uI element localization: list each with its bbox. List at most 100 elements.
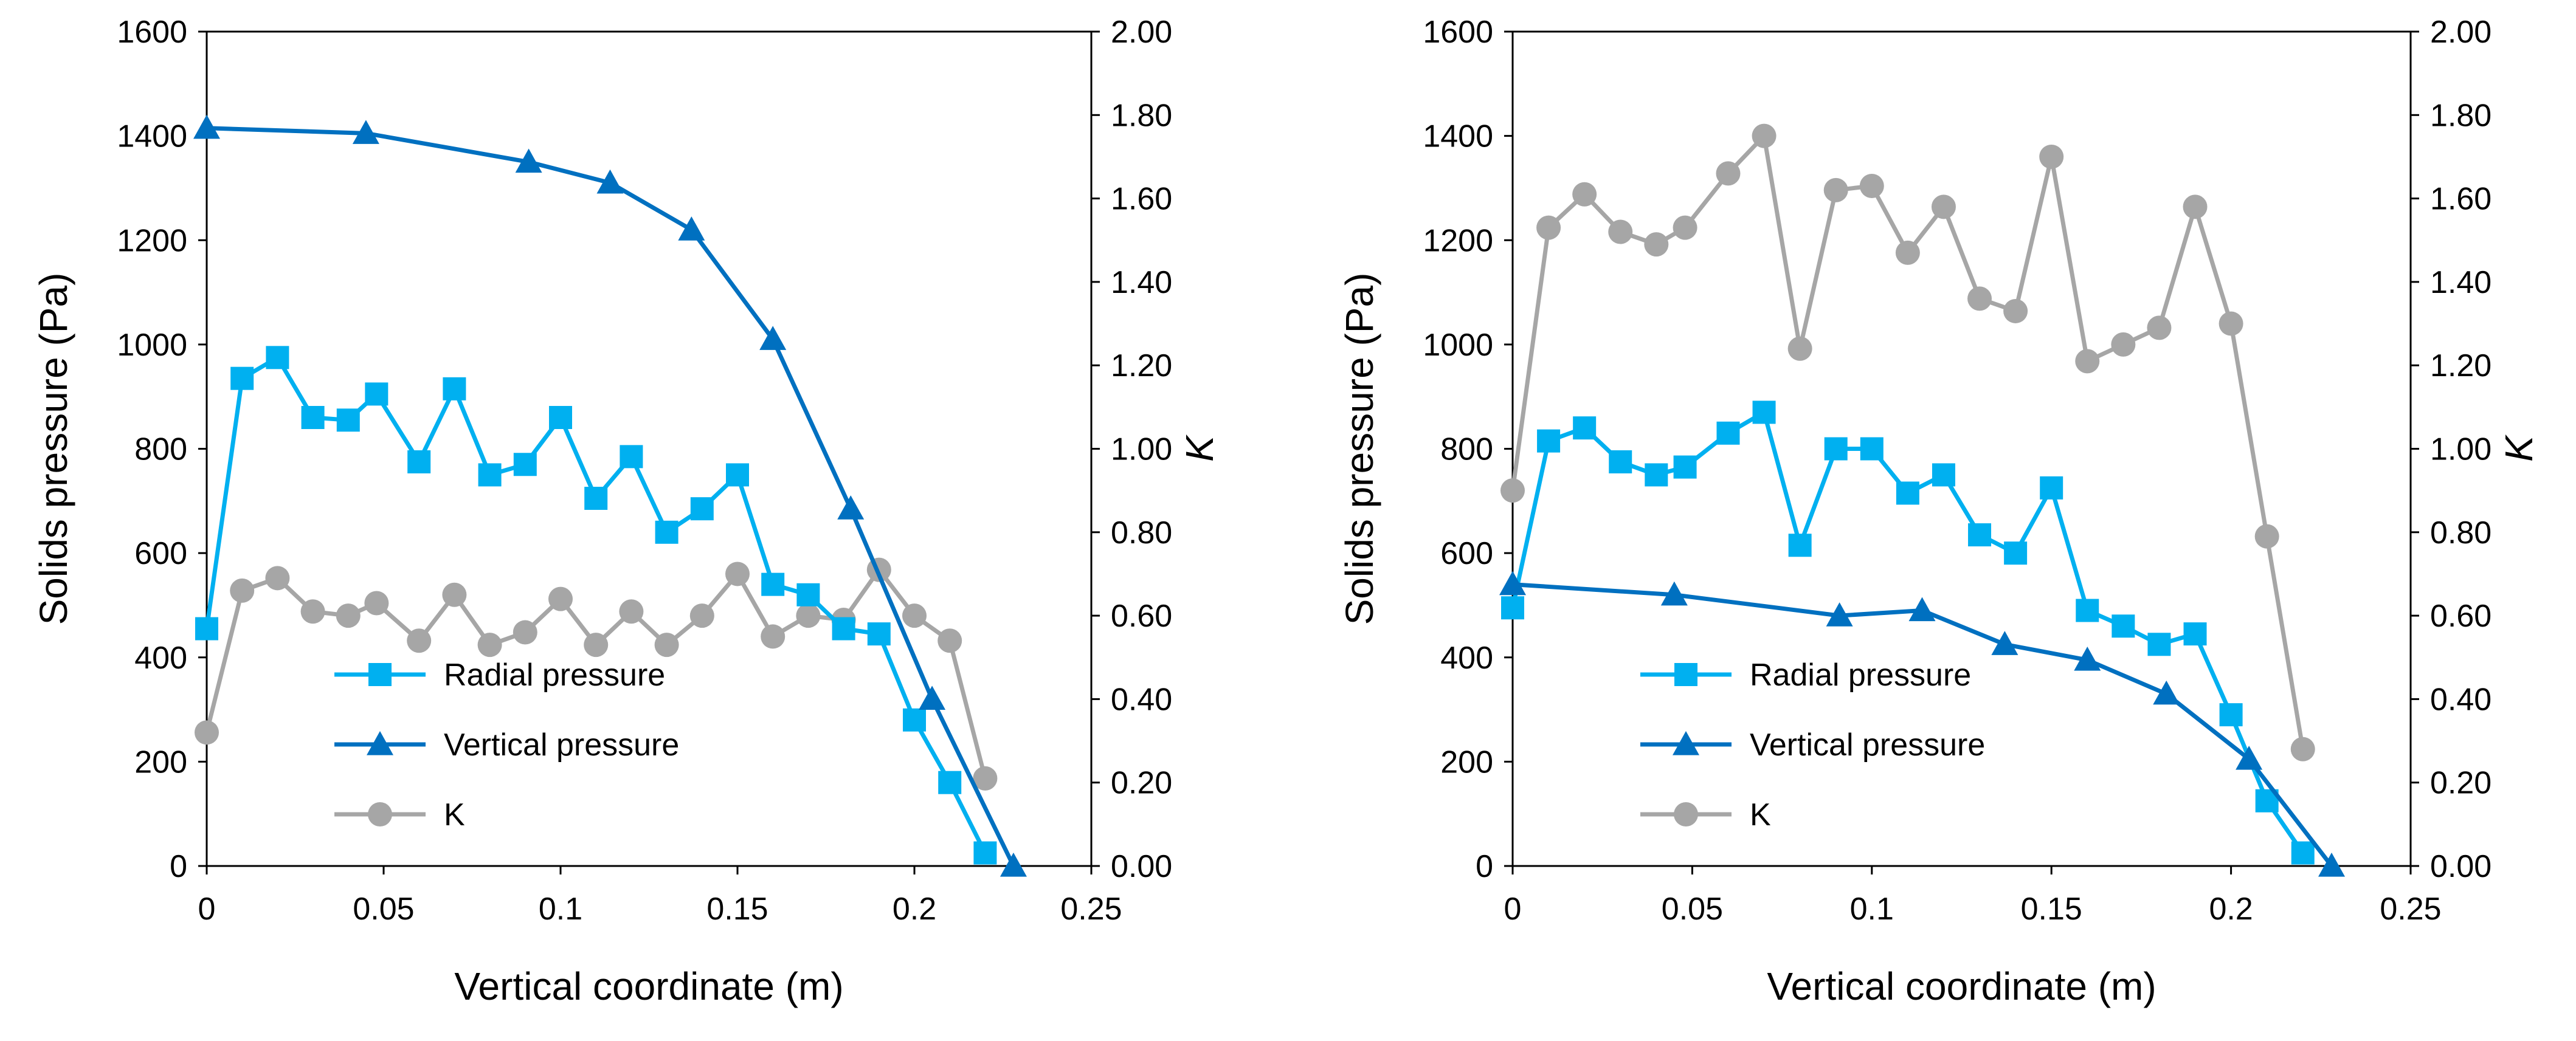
right-chart-radial-pressure-point: [1501, 596, 1524, 620]
right-chart-k-point: [1859, 174, 1884, 199]
left-chart-y2-tick-label: 1.40: [1111, 265, 1172, 300]
right-chart-y2-tick-label: 0.80: [2430, 515, 2491, 551]
left-chart-y-tick-label: 0: [170, 849, 187, 884]
left-chart-x-tick-label: 0.2: [893, 892, 936, 927]
right-chart-y-tick-label: 200: [1440, 744, 1493, 780]
left-chart-k-point: [477, 633, 502, 658]
right-chart-radial-pressure-point: [1896, 481, 1919, 505]
right-chart-radial-pressure-point: [1860, 437, 1884, 461]
left-chart-radial-pressure-point: [301, 406, 325, 430]
left-chart-radial-pressure-point: [584, 487, 608, 510]
right-chart-radial-pressure-point: [1716, 421, 1740, 445]
right-chart-legend-vertical-pressure-label: Vertical pressure: [1750, 727, 1985, 763]
right-chart-radial-pressure-point: [2040, 476, 2063, 500]
left-chart-vertical-pressure-point: [759, 326, 787, 350]
left-chart-radial-pressure-point: [365, 382, 388, 406]
right-chart-legend-k-label: K: [1750, 797, 1771, 833]
left-chart-radial-pressure-point: [761, 572, 785, 596]
left-chart-x-tick-label: 0.15: [706, 892, 768, 927]
right-chart-y2-tick-label: 1.40: [2430, 265, 2491, 300]
left-chart-y2-tick-label: 1.00: [1111, 432, 1172, 467]
left-chart-legend-vertical-pressure-marker: [367, 731, 393, 755]
right-chart-radial-pressure-point: [2147, 633, 2171, 656]
right-chart-k-point: [2183, 194, 2208, 219]
left-chart-radial-pressure-point: [443, 377, 466, 400]
left-chart-k-point: [442, 582, 467, 607]
right-chart-k-point: [1823, 177, 1848, 202]
right-chart-y-axis-title: Solids pressure (Pa): [1338, 273, 1381, 625]
right-chart-legend-vertical-pressure-marker: [1673, 731, 1699, 755]
left-chart-radial-pressure-point: [195, 617, 218, 641]
right-chart-radial-pressure-point: [2112, 614, 2135, 638]
left-chart-k-point: [973, 766, 998, 791]
right-chart-x-tick-label: 0.25: [2380, 892, 2441, 927]
left-chart-y2-tick-label: 2.00: [1111, 15, 1172, 50]
left-chart-vertical-pressure-point: [193, 114, 220, 139]
left-chart-k-point: [584, 633, 609, 658]
right-chart-k-point: [2219, 311, 2243, 336]
left-chart-radial-pressure-point: [655, 520, 679, 544]
left-chart-vertical-pressure-point: [919, 685, 946, 710]
left-chart-radial-pressure-point: [513, 453, 537, 476]
right-chart-radial-pressure-point: [1673, 455, 1697, 479]
left-chart-k-point: [725, 562, 750, 586]
left-chart-k-point: [548, 586, 573, 611]
right-chart-vertical-pressure-point: [2074, 647, 2101, 671]
right-chart-vertical-pressure-point: [1991, 631, 2018, 655]
left-chart-k-point: [619, 599, 644, 624]
right-chart-radial-pressure-point: [1537, 429, 1561, 453]
left-chart-legend-vertical-pressure-label: Vertical pressure: [444, 727, 679, 763]
left-chart-radial-pressure-point: [726, 463, 749, 487]
left-chart-radial-pressure-point: [832, 617, 855, 641]
left-chart-y-tick-label: 400: [134, 641, 187, 676]
right-chart-y2-tick-label: 1.60: [2430, 182, 2491, 217]
left-chart-legend-k-label: K: [444, 797, 465, 833]
left-chart-k-point: [902, 603, 927, 628]
left-chart-legend-radial-pressure-marker: [368, 663, 392, 686]
right-chart-vertical-pressure-point: [1908, 597, 1936, 622]
right-chart-k-point: [1787, 336, 1812, 361]
right-chart-x-axis-title: Vertical coordinate (m): [1767, 964, 2156, 1008]
right-chart-radial-pressure-point: [2291, 841, 2315, 865]
right-chart-k-point: [1673, 215, 1697, 240]
left-chart-vertical-pressure-point: [837, 495, 865, 520]
left-chart-radial-pressure-point: [938, 771, 962, 794]
right-chart-y2-tick-label: 1.00: [2430, 432, 2491, 467]
left-chart-k-point: [300, 599, 325, 624]
left-chart-radial-pressure-line: [204, 355, 987, 854]
right-chart-y2-tick-label: 1.20: [2430, 348, 2491, 383]
right-chart-k-point: [2147, 315, 2172, 340]
right-chart-k-point: [1572, 182, 1597, 207]
left-chart-k-point: [230, 578, 255, 603]
right-chart-y-tick-label: 400: [1440, 641, 1493, 676]
left-chart-y-axis-title: Solids pressure (Pa): [32, 273, 75, 625]
left-chart-k-point: [796, 603, 821, 628]
left-chart-k-point: [689, 603, 714, 628]
right-chart-vertical-pressure-point: [1499, 571, 1526, 596]
right-chart-legend-radial-pressure-label: Radial pressure: [1750, 658, 1971, 693]
left-chart-radial-pressure-point: [230, 366, 254, 390]
right-chart-vertical-pressure-point: [2318, 853, 2346, 877]
right-chart-y2-tick-label: 2.00: [2430, 15, 2491, 50]
left-chart-vertical-pressure-point: [352, 120, 379, 144]
right-chart-vertical-pressure-point: [2153, 680, 2180, 705]
right-chart-radial-pressure-point: [1968, 523, 1992, 547]
right-chart-y-tick-label: 0: [1476, 849, 1493, 884]
right-chart-x-tick-label: 0.2: [2209, 892, 2253, 927]
left-chart-vertical-pressure-point: [1000, 853, 1027, 877]
left-chart-k-point: [513, 620, 537, 645]
left-chart-x-tick-label: 0.05: [353, 892, 414, 927]
left-chart-radial-pressure-point: [266, 346, 289, 369]
left-chart-radial-pressure-point: [336, 408, 360, 432]
right-chart-k-point: [1716, 161, 1741, 186]
right-chart-radial-pressure-point: [1788, 534, 1812, 557]
right-chart-radial-pressure-point: [1573, 416, 1597, 440]
left-chart-y-tick-label: 1600: [117, 15, 187, 50]
left-chart-k-point: [654, 633, 679, 658]
right-chart-y-tick-label: 1000: [1423, 328, 1493, 363]
right-chart-k-point: [2039, 144, 2064, 169]
right-chart-x-tick-label: 0.15: [2021, 892, 2082, 927]
right-chart-radial-pressure-point: [2183, 622, 2207, 646]
right-chart-radial-pressure-point: [1824, 437, 1848, 461]
right-chart-vertical-pressure-line: [1512, 582, 2333, 868]
